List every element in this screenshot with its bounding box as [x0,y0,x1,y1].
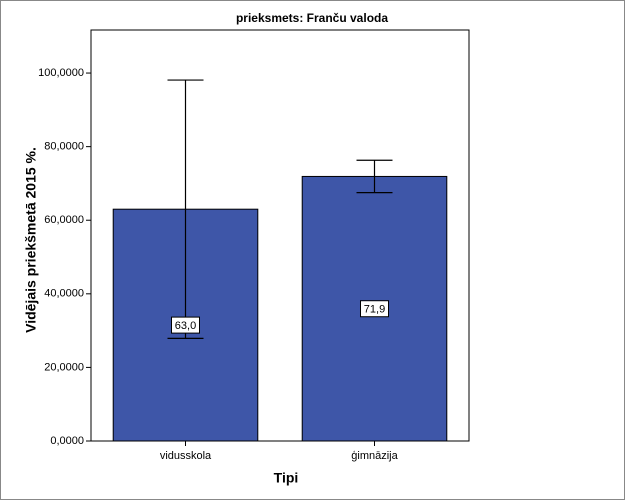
error-bar [167,79,204,339]
x-tick-label: ģimnāzija [351,449,398,462]
error-bar [356,159,393,194]
x-tick-label: vidusskola [160,450,212,462]
y-tick-label: 20,0000 [44,361,84,373]
value-label: 71,9 [364,304,385,316]
value-label-box [171,316,200,334]
y-tick-label: 40,0000 [44,288,84,300]
chart-title: prieksmets: Franču valoda [236,11,388,25]
y-tick-label: 80,0000 [44,141,84,153]
value-label-box [360,300,389,318]
y-tick-label: 0,0000 [50,435,84,447]
y-tick-label: 60,0000 [44,214,84,226]
value-label: 63,0 [175,320,196,332]
y-tick-label: 100,0000 [38,67,84,79]
y-axis-label: Vidējais priekšmetā 2015 %. [23,147,39,333]
x-axis-label: Tipi [274,470,299,486]
